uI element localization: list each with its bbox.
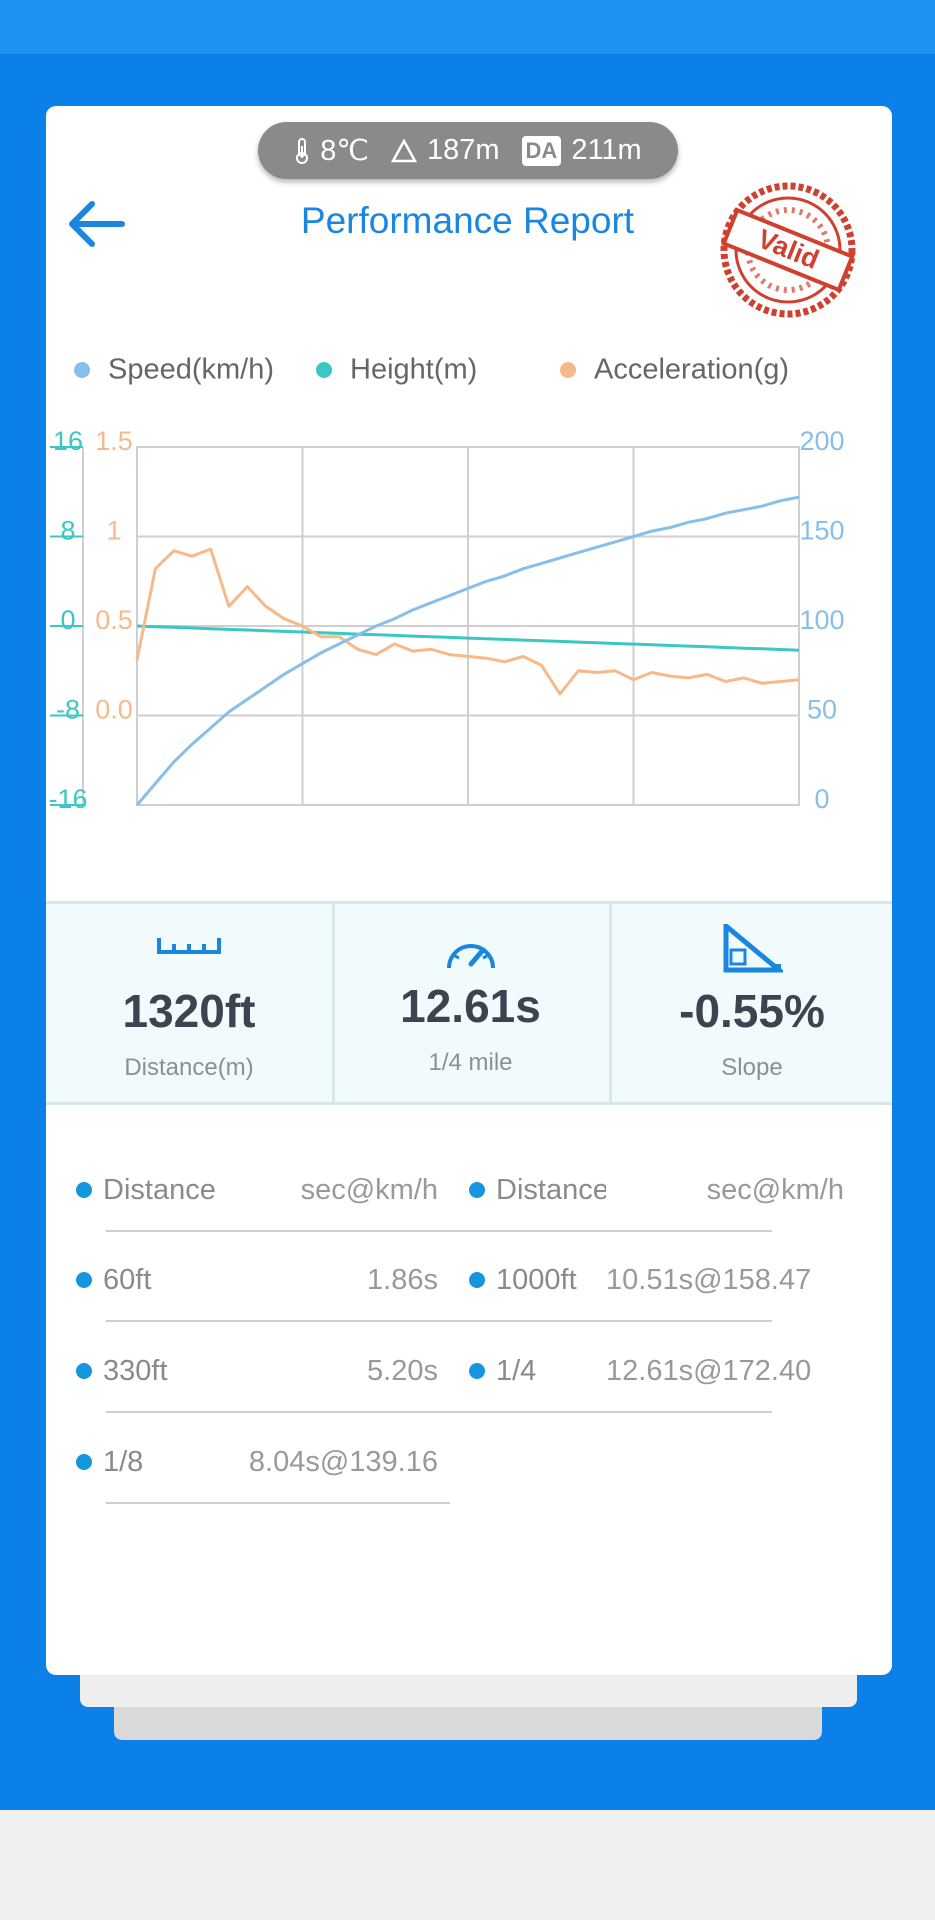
- stat-label: Slope: [721, 1054, 783, 1081]
- report-card: [46, 106, 892, 1675]
- series-line: [135, 495, 800, 806]
- bullet: [76, 1182, 92, 1198]
- split-table: Distance sec@km/h Distance sec@km/h 60ft 1.86…: [76, 1174, 844, 1504]
- y3-tick-label: 0.5: [95, 605, 133, 635]
- series-line: [136, 624, 800, 652]
- row-separator: [106, 1320, 772, 1322]
- ruler-icon: [157, 938, 221, 954]
- split-value: sec@km/h: [706, 1174, 844, 1206]
- split-value: 12.61s@172.40: [606, 1355, 812, 1387]
- altitude: 187m: [426, 134, 500, 166]
- stat-slope: -0.55% Slope: [612, 904, 892, 1102]
- legend-marker: [316, 362, 332, 378]
- y3-tick-label: 1.5: [95, 426, 133, 456]
- stat-time: 12.61s 1/4 mile: [332, 904, 612, 1102]
- split-label: 60ft: [103, 1264, 152, 1296]
- gauge-icon: [446, 944, 495, 969]
- y3-tick-label: 1: [106, 516, 121, 546]
- y2-tick-label: 0: [814, 784, 829, 814]
- stat-label: Distance(m): [124, 1054, 254, 1081]
- y2-tick-label: 50: [807, 695, 837, 725]
- stat-value: 1320ft: [122, 985, 256, 1037]
- split-value: sec@km/h: [300, 1174, 438, 1206]
- split-value: 8.04s@139.16: [248, 1446, 438, 1478]
- row-separator: [106, 1230, 772, 1232]
- y2-tick-label: 100: [799, 605, 844, 635]
- split-value: 10.51s@158.47: [606, 1264, 812, 1296]
- y3-tick-label: 0.0: [95, 695, 133, 725]
- row-separator: [106, 1411, 772, 1413]
- y-tick-label: 16: [53, 426, 83, 456]
- temperature: 8℃: [320, 135, 369, 167]
- series-line: [135, 547, 800, 696]
- split-label: Distance: [103, 1174, 216, 1206]
- y2-tick-label: 150: [799, 516, 844, 546]
- split-value: 5.20s: [367, 1355, 438, 1387]
- y-tick-label: 0: [60, 605, 75, 635]
- stat-label: 1/4 mile: [428, 1049, 513, 1076]
- status-bar: [0, 0, 935, 54]
- bullet: [469, 1272, 485, 1288]
- density-altitude: 211m: [571, 134, 642, 166]
- split-label: 1000ft: [496, 1264, 577, 1296]
- slope-icon: [723, 924, 783, 973]
- legend-label: Height(m): [350, 354, 477, 386]
- stat-value: 12.61s: [400, 980, 541, 1032]
- split-label: 1/8: [103, 1446, 144, 1478]
- valid-stamp: Valid: [720, 182, 856, 318]
- split-label: 1/4: [496, 1355, 537, 1387]
- bullet: [469, 1363, 485, 1379]
- y-tick-label: 8: [60, 516, 75, 546]
- row-separator: [106, 1502, 450, 1504]
- split-label: Distance: [496, 1174, 606, 1206]
- y-tick-label: -8: [56, 695, 80, 725]
- stat-distance: 1320ft Distance(m): [46, 904, 335, 1102]
- back-button[interactable]: [66, 200, 126, 248]
- stats-band: 1320ft Distance(m) 12.61s 1/4 mile -0.55…: [46, 901, 892, 1105]
- split-value: 1.86s: [367, 1264, 438, 1296]
- bullet: [76, 1454, 92, 1470]
- split-label: 330ft: [103, 1355, 168, 1387]
- mountain-icon: [390, 138, 417, 162]
- thermometer-icon: [296, 137, 309, 164]
- legend-label: Acceleration(g): [594, 354, 789, 386]
- bullet: [76, 1272, 92, 1288]
- environment-pill: 8℃ 187m DA 211m: [258, 122, 678, 179]
- stat-value: -0.55%: [679, 985, 825, 1037]
- bullet: [469, 1182, 485, 1198]
- bullet: [76, 1363, 92, 1379]
- legend-marker: [74, 362, 90, 378]
- legend-marker: [560, 362, 576, 378]
- da-badge: DA: [521, 135, 562, 166]
- page-title: Performance Report: [300, 200, 635, 241]
- legend-label: Speed(km/h): [108, 354, 274, 386]
- y-tick-label: -16: [48, 784, 87, 814]
- card-shadow: [80, 1670, 857, 1707]
- chart: Speed(km/h) Height(m) Acceleration(g)20015…: [48, 354, 844, 814]
- y2-tick-label: 200: [799, 426, 844, 456]
